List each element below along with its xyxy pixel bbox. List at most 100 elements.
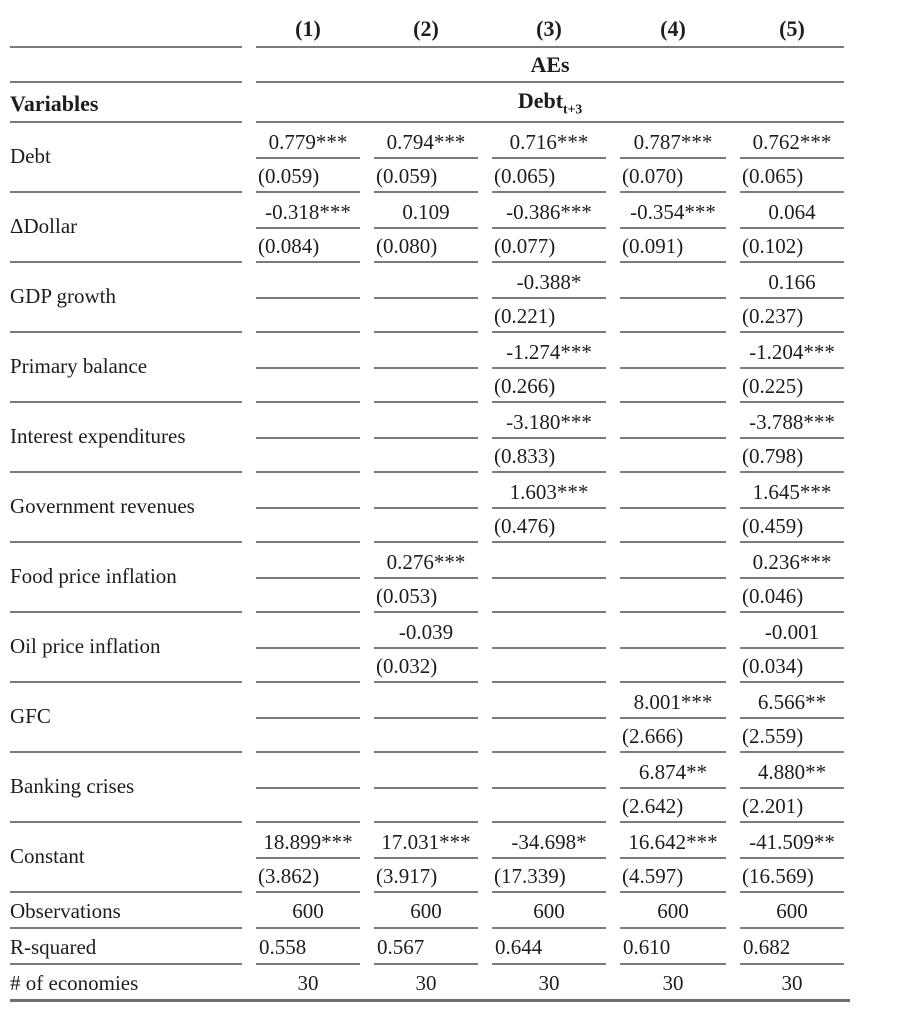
standard-error-cell: (0.084) xyxy=(256,229,360,263)
rule-segment xyxy=(256,121,844,123)
standard-error-row: (2.666) (2.559) xyxy=(10,719,844,753)
coefficient-cell: 18.899*** xyxy=(256,823,360,859)
standard-error-cell xyxy=(256,649,360,683)
coefficient-cell: -0.386*** xyxy=(492,193,606,229)
standard-error-cell xyxy=(256,719,360,753)
standard-error-cell: (0.053) xyxy=(374,579,478,613)
coefficient-cell xyxy=(256,263,360,299)
coefficient-cell xyxy=(256,543,360,579)
standard-error-cell xyxy=(256,439,360,473)
coefficient-cell: -3.180*** xyxy=(492,403,606,439)
coefficient-cell xyxy=(492,683,606,719)
standard-error-row: (0.053) (0.046) xyxy=(10,579,844,613)
summary-value-cell: 0.682 xyxy=(740,929,844,965)
coefficient-cell xyxy=(256,473,360,509)
summary-value-cell: 0.644 xyxy=(492,929,606,965)
coefficient-cell xyxy=(374,473,478,509)
standard-error-row: (0.032) (0.034) xyxy=(10,649,844,683)
coefficient-row: Government revenues 1.603*** 1.645*** xyxy=(10,473,844,543)
coefficient-cell: 17.031*** xyxy=(374,823,478,859)
coefficient-cell: 0.276*** xyxy=(374,543,478,579)
coefficient-row: Food price inflation 0.276*** 0.236*** xyxy=(10,543,844,613)
standard-error-cell: (3.862) xyxy=(256,859,360,893)
variables-header: Variables xyxy=(10,91,99,117)
rule-segment xyxy=(10,81,242,83)
standard-error-cell xyxy=(256,579,360,613)
standard-error-cell xyxy=(374,789,478,823)
standard-error-cell xyxy=(374,719,478,753)
standard-error-cell xyxy=(620,439,726,473)
variable-label: GFC xyxy=(10,683,242,753)
coefficient-cell xyxy=(374,263,478,299)
rule-segment xyxy=(10,46,242,48)
coefficient-cell xyxy=(256,753,360,789)
summary-row: R-squared 0.558 0.567 0.644 0.610 0.682 xyxy=(10,929,844,965)
empty-cell xyxy=(10,48,242,81)
standard-error-row: (0.221) (0.237) xyxy=(10,299,844,333)
coefficient-cell xyxy=(256,333,360,369)
standard-error-cell: (2.559) xyxy=(740,719,844,753)
standard-error-cell: (0.080) xyxy=(374,229,478,263)
coefficient-cell: -1.274*** xyxy=(492,333,606,369)
coefficient-cell: 0.166 xyxy=(740,263,844,299)
coefficient-row: Banking crises 6.874** 4.880** xyxy=(10,753,844,823)
variable-label: Banking crises xyxy=(10,753,242,823)
coefficient-cell: 6.874** xyxy=(620,753,726,789)
rule-segment xyxy=(10,121,242,123)
coefficient-cell: 0.716*** xyxy=(492,123,606,159)
coefficient-cell: -0.001 xyxy=(740,613,844,649)
coefficient-cell: -0.354*** xyxy=(620,193,726,229)
coefficient-cell xyxy=(374,403,478,439)
standard-error-cell xyxy=(374,299,478,333)
standard-error-cell: (0.833) xyxy=(492,439,606,473)
column-header-1: (1) xyxy=(295,16,321,42)
rule-segment xyxy=(256,46,844,48)
coefficient-cell: 0.794*** xyxy=(374,123,478,159)
standard-error-cell xyxy=(374,439,478,473)
standard-error-cell: (2.201) xyxy=(740,789,844,823)
summary-value-cell: 0.567 xyxy=(374,929,478,965)
summary-rows: Observations 600 600 600 600 600 R-squared 0.55… xyxy=(10,893,844,999)
coefficient-cell: -0.388* xyxy=(492,263,606,299)
standard-error-cell: (17.339) xyxy=(492,859,606,893)
standard-error-cell: (0.059) xyxy=(256,159,360,193)
coefficient-cell xyxy=(374,753,478,789)
summary-value-cell: 600 xyxy=(620,893,726,929)
summary-row: # of economies 30 30 30 30 30 xyxy=(10,965,844,999)
coefficient-row: Primary balance -1.274*** -1.204*** xyxy=(10,333,844,403)
table-bottom-border xyxy=(10,999,850,1002)
coefficient-cell xyxy=(374,683,478,719)
sample-group-header: AEs xyxy=(530,52,570,78)
coefficient-cell: 8.001*** xyxy=(620,683,726,719)
summary-value-cell: 600 xyxy=(374,893,478,929)
standard-error-cell xyxy=(256,299,360,333)
standard-error-cell xyxy=(620,579,726,613)
regression-table: (1) (2) (3) (4) (5) AEs Variables Debtt+… xyxy=(0,6,858,999)
summary-value-cell: 600 xyxy=(740,893,844,929)
standard-error-cell: (0.237) xyxy=(740,299,844,333)
coefficient-cell: 0.064 xyxy=(740,193,844,229)
coefficient-rows: Debt 0.779*** 0.794*** 0.716*** 0.787*** 0.76… xyxy=(10,123,844,893)
standard-error-cell: (0.476) xyxy=(492,509,606,543)
standard-error-cell: (0.034) xyxy=(740,649,844,683)
standard-error-cell: (0.102) xyxy=(740,229,844,263)
column-header-5: (5) xyxy=(779,16,805,42)
summary-value-cell: 30 xyxy=(415,971,437,996)
dependent-variable-subscript: t+3 xyxy=(563,101,583,117)
coefficient-cell xyxy=(374,333,478,369)
standard-error-row: (0.266) (0.225) xyxy=(10,369,844,403)
standard-error-row: (0.833) (0.798) xyxy=(10,439,844,473)
summary-value-cell: 30 xyxy=(662,971,684,996)
variable-label: Government revenues xyxy=(10,473,242,543)
summary-row: Observations 600 600 600 600 600 xyxy=(10,893,844,929)
standard-error-cell: (0.077) xyxy=(492,229,606,263)
summary-value-cell: 600 xyxy=(492,893,606,929)
coefficient-cell xyxy=(620,263,726,299)
dependent-variable-name: Debt xyxy=(517,88,564,114)
standard-error-row: (3.862) (3.917) (17.339) (4.597) (16.569) xyxy=(10,859,844,893)
coefficient-cell xyxy=(620,543,726,579)
standard-error-cell: (0.091) xyxy=(620,229,726,263)
coefficient-cell xyxy=(256,683,360,719)
coefficient-cell: -34.698* xyxy=(492,823,606,859)
standard-error-row: (2.642) (2.201) xyxy=(10,789,844,823)
